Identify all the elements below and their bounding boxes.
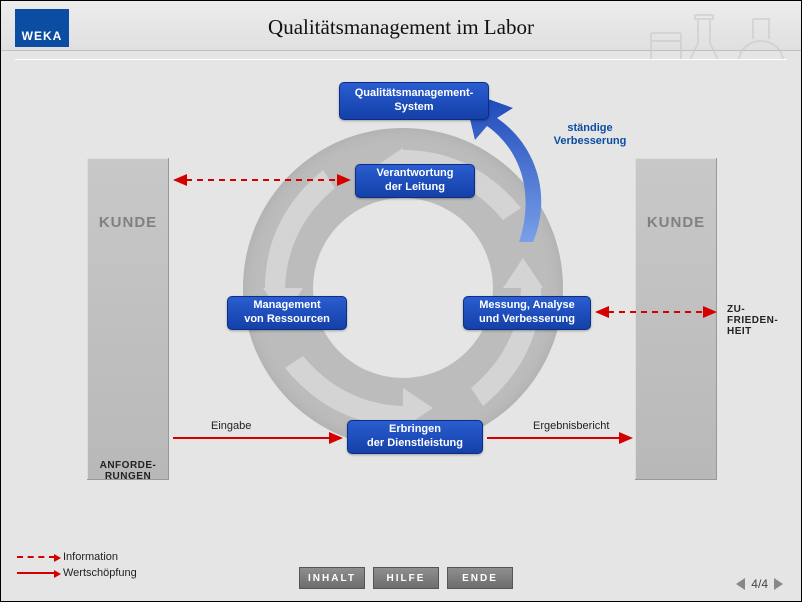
customer-left-column: KUNDE <box>87 158 169 480</box>
flow-out-label: Ergebnisbericht <box>533 420 609 432</box>
customer-right-sub: ZU- FRIEDEN- HEIT <box>727 304 797 337</box>
customer-left-sub: ANFORDE- RUNGEN <box>87 460 169 482</box>
box-leadership[interactable]: Verantwortung der Leitung <box>355 164 475 198</box>
legend-value-label: Wertschöpfung <box>63 567 137 579</box>
app-frame: WEKA Qualitätsmanagement im Labor <box>1 1 801 601</box>
box-qms[interactable]: Qualitätsmanagement- System <box>339 82 489 120</box>
legend-value: .legend-row:nth-child(2) .legend-line::a… <box>17 567 137 579</box>
inhalt-button[interactable]: INHALT <box>299 567 365 589</box>
next-page-icon[interactable] <box>774 578 783 590</box>
box-measurement[interactable]: Messung, Analyse und Verbesserung <box>463 296 591 330</box>
diagram-area: KUNDE ANFORDE- RUNGEN KUNDE ZU- FRIEDEN-… <box>15 59 787 541</box>
prev-page-icon[interactable] <box>736 578 745 590</box>
hilfe-button[interactable]: HILFE <box>373 567 439 589</box>
legend-information: .legend-row:nth-child(1) .legend-line::a… <box>17 551 137 563</box>
box-service[interactable]: Erbringen der Dienstleistung <box>347 420 483 454</box>
customer-left-title: KUNDE <box>87 214 169 231</box>
ende-button[interactable]: ENDE <box>447 567 513 589</box>
flow-in-label: Eingabe <box>211 420 251 432</box>
pager: 4/4 <box>736 577 783 591</box>
customer-right-column: KUNDE <box>635 158 717 480</box>
customer-right-title: KUNDE <box>635 214 717 231</box>
legend: .legend-row:nth-child(1) .legend-line::a… <box>17 547 137 579</box>
box-resources[interactable]: Management von Ressourcen <box>227 296 347 330</box>
legend-information-label: Information <box>63 551 118 563</box>
improvement-annotation: ständige Verbesserung <box>545 122 635 148</box>
page-indicator: 4/4 <box>751 577 768 591</box>
